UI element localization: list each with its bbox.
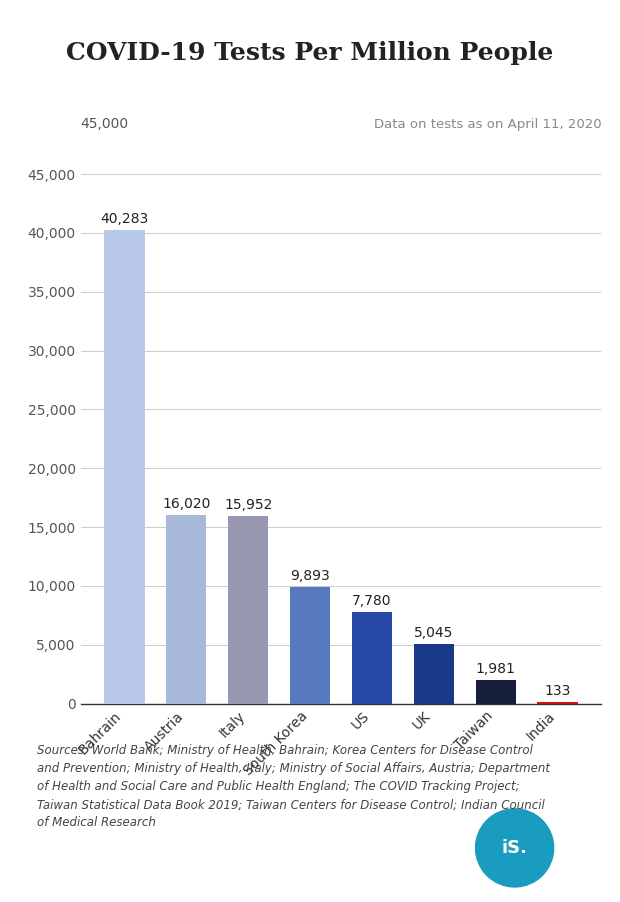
Bar: [290, 587, 330, 704]
Bar: [228, 516, 268, 704]
Text: COVID-19 Tests Per Million People: COVID-19 Tests Per Million People: [66, 41, 554, 65]
Text: 15,952: 15,952: [224, 498, 272, 511]
Text: 133: 133: [544, 684, 571, 698]
Bar: [414, 644, 454, 704]
Bar: [104, 230, 144, 704]
Text: 40,283: 40,283: [100, 211, 149, 226]
Text: 45,000: 45,000: [81, 116, 129, 131]
Text: 9,893: 9,893: [290, 569, 330, 583]
Text: 5,045: 5,045: [414, 626, 453, 640]
Bar: [352, 612, 392, 704]
Text: 16,020: 16,020: [162, 497, 210, 511]
Text: iS.: iS.: [502, 839, 528, 857]
Text: Data on tests as on April 11, 2020: Data on tests as on April 11, 2020: [374, 118, 601, 131]
Text: Taiwan Statistical Data Book 2019; Taiwan Centers for Disease Control; Indian Co: Taiwan Statistical Data Book 2019; Taiwa…: [37, 798, 545, 811]
Text: of Health and Social Care and Public Health England; The COVID Tracking Project;: of Health and Social Care and Public Hea…: [37, 780, 520, 793]
Text: Sources: World Bank; Ministry of Health, Bahrain; Korea Centers for Disease Cont: Sources: World Bank; Ministry of Health,…: [37, 744, 533, 757]
Text: 7,780: 7,780: [352, 594, 392, 608]
Text: and Prevention; Ministry of Health, Italy; Ministry of Social Affairs, Austria; : and Prevention; Ministry of Health, Ital…: [37, 762, 550, 775]
Bar: [538, 702, 578, 704]
Text: of Medical Research: of Medical Research: [37, 816, 156, 829]
Circle shape: [476, 809, 554, 887]
Text: 1,981: 1,981: [476, 662, 516, 676]
Bar: [476, 680, 516, 704]
Bar: [166, 515, 206, 704]
